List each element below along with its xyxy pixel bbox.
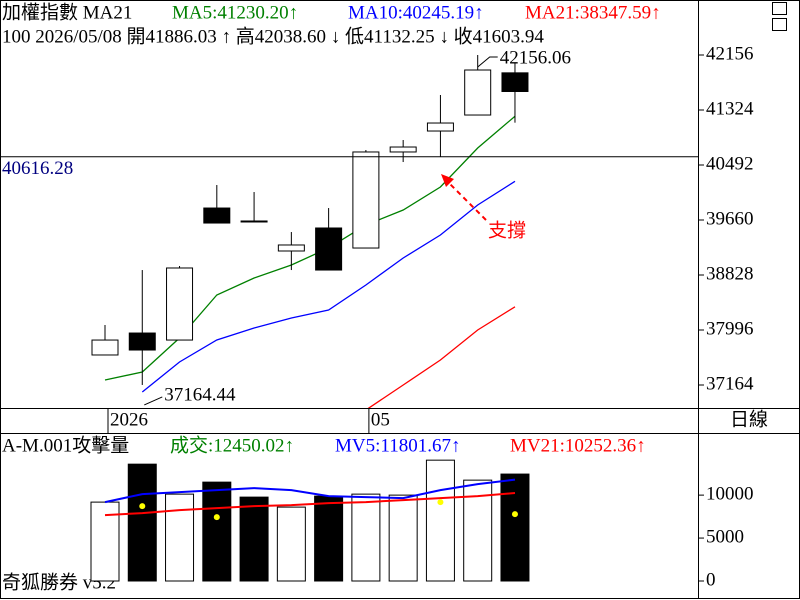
candle-body: [203, 207, 231, 224]
mv-line: [104, 492, 516, 517]
volume-bar: [239, 496, 269, 582]
period-label: 日線: [730, 408, 768, 430]
volume-bar: [425, 459, 455, 582]
volume-plot: [90, 459, 530, 582]
legend-entry: MA10:40245.19↑: [348, 2, 484, 23]
volume-bar: [276, 506, 306, 582]
annotation-arrow: [445, 179, 487, 221]
y-tick-label: 37996: [706, 318, 754, 339]
volume-bar: [165, 493, 195, 582]
candle-body: [426, 122, 454, 132]
candle-body: [128, 332, 156, 351]
price-plot: [91, 54, 529, 408]
price-line-label: 40616.28: [2, 158, 73, 179]
min-pointer: [144, 396, 163, 406]
y-tick-label: 41324: [706, 98, 754, 119]
y-tick-label: 38828: [706, 263, 754, 284]
ohlc-info: 100 2026/05/08 開41886.03 ↑ 高42038.60 ↓ 低…: [2, 25, 544, 47]
y-tick-label: 40492: [706, 153, 754, 174]
volume-bar: [127, 463, 157, 582]
candle-body: [240, 220, 268, 223]
volume-dot: [511, 511, 518, 518]
legend-entry: MA21:38347.59↑: [525, 2, 661, 23]
candle-body: [501, 72, 529, 92]
y-tick-label: 5000: [706, 526, 744, 547]
y-tick-label: 39660: [706, 208, 754, 229]
x-tick-label: 05: [371, 409, 390, 430]
ma-line: [367, 306, 516, 408]
legend-entry: MV5:11801.67↑: [335, 435, 460, 456]
candle-body: [277, 244, 305, 252]
candle-body: [166, 267, 194, 341]
footer: 奇狐勝券 v5.2: [2, 571, 116, 593]
y-tick-label: 42156: [706, 43, 754, 64]
legend-entry: 成交:12450.02↑: [170, 434, 294, 456]
candle-body: [315, 227, 343, 271]
y-tick-label: 10000: [706, 483, 754, 504]
window-button[interactable]: [772, 18, 787, 31]
legend-entry: MA5:41230.20↑: [172, 2, 298, 23]
chart-title: 加權指數 MA21: [2, 1, 132, 23]
annotation: 支撐: [488, 219, 526, 241]
legend-entry: MV21:10252.36↑: [510, 435, 646, 456]
max-pointer: [477, 56, 498, 68]
candle-body: [352, 151, 380, 249]
volume-dot: [139, 503, 146, 510]
y-tick-label: 37164: [706, 373, 754, 394]
max-label: 42156.06: [500, 47, 571, 68]
volume-title: A-M.001攻擊量: [2, 434, 129, 456]
ma-line: [141, 180, 516, 393]
window-button[interactable]: [772, 2, 787, 15]
candle-body: [389, 146, 417, 153]
volume-dot: [213, 514, 220, 521]
mv-line: [104, 478, 516, 504]
annotation-arrowhead: [441, 174, 454, 187]
volume-bar: [388, 494, 418, 582]
candle-body: [91, 339, 119, 356]
volume-bar: [500, 473, 530, 582]
candle-body: [464, 69, 492, 116]
volume-bar: [314, 495, 344, 582]
x-tick-label: 2026: [110, 409, 148, 430]
volume-bar: [351, 493, 381, 582]
min-label: 37164.44: [164, 384, 236, 405]
y-tick-label: 0: [706, 569, 716, 590]
volume-bar: [202, 481, 232, 582]
volume-dot: [437, 499, 444, 506]
